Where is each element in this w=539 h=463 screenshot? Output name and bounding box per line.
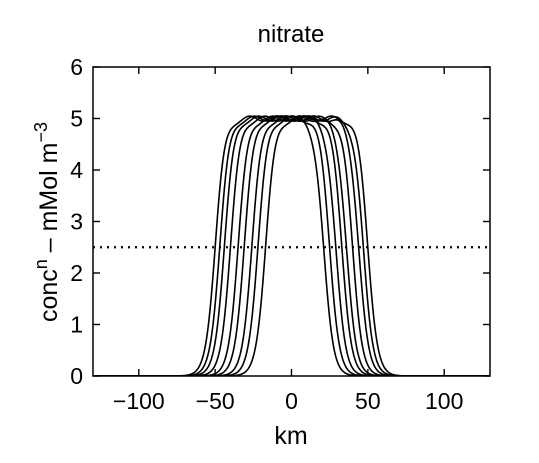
profile-line-9: [93, 117, 490, 376]
y-tick-label: 4: [70, 157, 83, 183]
y-axis-label-base: conc: [35, 269, 63, 322]
chart-title: nitrate: [258, 21, 325, 48]
x-tick-label: 100: [425, 388, 463, 414]
x-tick-label: 50: [355, 388, 381, 414]
y-axis-label-sup1: n: [31, 259, 51, 269]
y-axis-ticks: 0 1 2 3 4 5 6: [70, 54, 490, 389]
plot-frame: [92, 66, 491, 377]
y-tick-label: 2: [70, 260, 83, 286]
profile-line-4: [93, 115, 490, 376]
x-axis-label: km: [274, 422, 307, 450]
y-tick-label: 6: [70, 54, 83, 80]
profile-line-2: [93, 115, 490, 376]
y-tick-label: 1: [70, 312, 83, 338]
y-tick-label: 0: [70, 363, 83, 389]
x-tick-label: 0: [285, 388, 298, 414]
profile-line-7: [93, 115, 490, 376]
y-tick-label: 3: [70, 209, 83, 235]
y-axis-label-sup2: −3: [31, 122, 51, 143]
series-layer: [93, 115, 490, 376]
x-tick-label: −100: [113, 388, 165, 414]
profile-line-5: [93, 115, 490, 376]
y-axis-label: concn – mMol m−3: [31, 122, 63, 322]
profile-line-1: [93, 115, 490, 376]
profile-line-6: [93, 115, 490, 376]
profile-line-8: [93, 115, 490, 376]
y-tick-label: 5: [70, 106, 83, 132]
profile-line-3: [93, 115, 490, 376]
x-axis-ticks: −100 −50 0 50 100: [113, 67, 463, 414]
x-tick-label: −50: [196, 388, 235, 414]
y-axis-label-middle: – mMol m: [35, 143, 63, 260]
